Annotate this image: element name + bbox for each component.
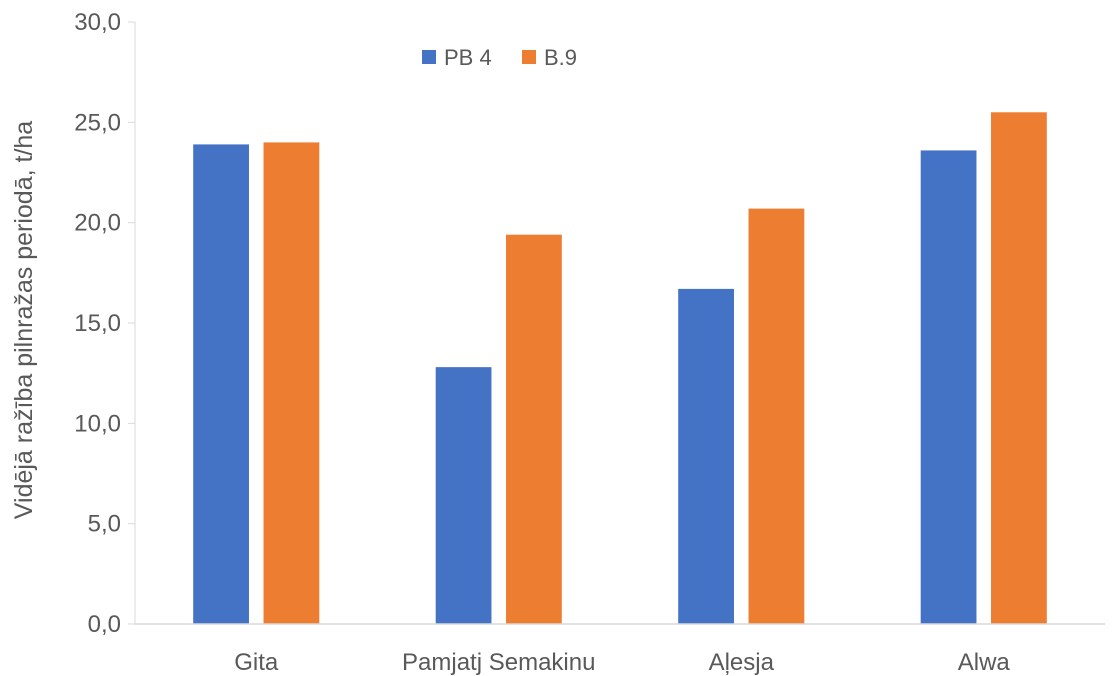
x-tick-label: Gita	[234, 649, 279, 676]
y-tick-label: 5,0	[88, 511, 121, 538]
y-tick-label: 20,0	[74, 210, 121, 237]
bar	[435, 367, 492, 624]
legend-label: PB 4	[444, 45, 492, 70]
bar	[920, 150, 977, 624]
bar	[678, 288, 734, 624]
y-axis-title: Vidējā ražība pilnražas periodā, t/ha	[10, 121, 38, 519]
x-axis: Gita Pamjatj Semakinu Aļesja Alwa	[135, 623, 1105, 676]
legend-swatch	[522, 50, 536, 64]
x-tick-label: Aļesja	[709, 649, 775, 676]
bars	[193, 112, 1047, 625]
y-tick-label: 25,0	[74, 109, 121, 136]
y-axis: 0,0 5,0 10,0 15,0 20,0 25,0 30,0	[74, 9, 136, 638]
legend-label: B.9	[544, 45, 577, 70]
bar	[748, 208, 805, 624]
bar	[263, 142, 320, 624]
legend-swatch	[422, 50, 436, 64]
y-tick-label: 30,0	[74, 9, 121, 36]
y-tick-label: 10,0	[74, 410, 121, 437]
x-tick-label: Alwa	[958, 649, 1011, 676]
bar	[506, 234, 562, 624]
bar	[193, 144, 249, 624]
x-tick-label: Pamjatj Semakinu	[402, 649, 595, 676]
y-tick-label: 15,0	[74, 310, 121, 337]
y-tick-label: 0,0	[88, 611, 121, 638]
bar	[991, 112, 1047, 625]
legend: PB 4 B.9	[422, 45, 577, 70]
